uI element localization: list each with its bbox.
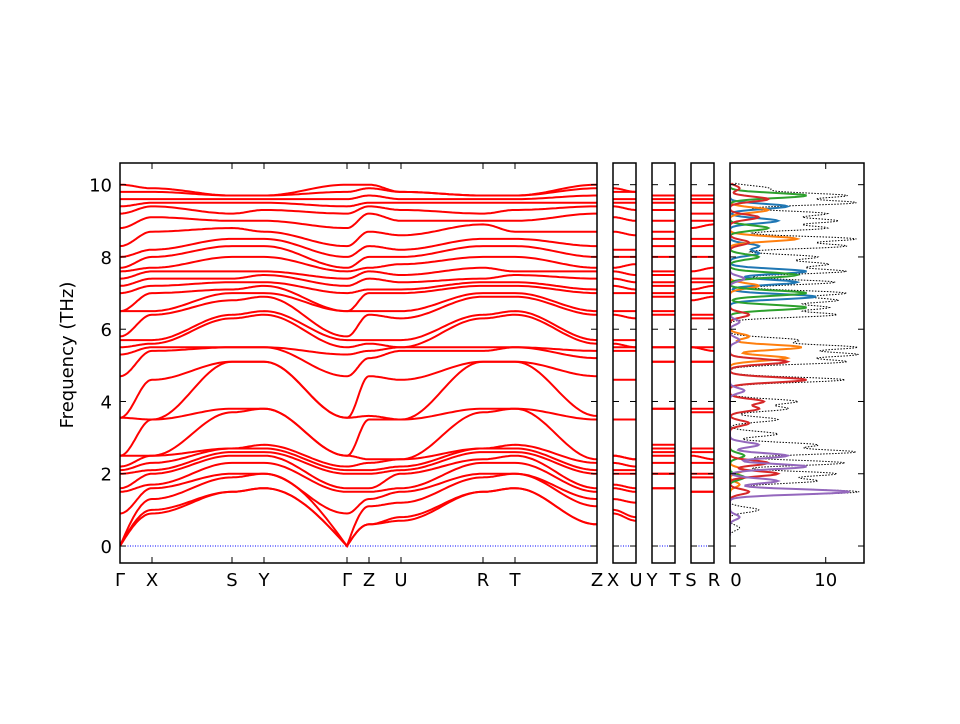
dos-frame: [729, 162, 865, 564]
phonon-band: [120, 266, 597, 280]
phonon-band: [691, 454, 714, 461]
dos-curve-total: [730, 182, 860, 536]
phonon-band: [613, 230, 636, 237]
panel-frame: [690, 162, 715, 564]
phonon-band: [120, 194, 597, 201]
y-tick-label: 0: [101, 537, 112, 558]
phonon-band: [120, 281, 597, 295]
high-symmetry-label: S: [685, 570, 696, 591]
phonon-band: [120, 407, 597, 457]
high-symmetry-label: U: [394, 570, 407, 591]
phonon-band: [613, 284, 636, 291]
high-symmetry-label: R: [708, 570, 721, 591]
phonon-band: [613, 313, 636, 320]
phonon-band: [120, 255, 597, 273]
phonon-band: [613, 263, 636, 269]
phonon-band: [120, 472, 597, 515]
phonon-band: [120, 487, 597, 548]
phonon-band: [120, 407, 597, 461]
high-symmetry-label: S: [226, 570, 237, 591]
phonon-band: [691, 266, 714, 273]
phonon-band: [613, 498, 636, 504]
phonon-band: [120, 212, 597, 229]
phonon-band: [120, 313, 597, 349]
phonon-band: [613, 277, 636, 284]
y-tick-label: 6: [101, 320, 112, 341]
dos-curve-p1: [730, 183, 817, 536]
phonon-band: [120, 447, 597, 472]
phonon-band: [120, 201, 597, 208]
y-tick-label: 8: [101, 248, 112, 269]
high-symmetry-label: Y: [258, 570, 271, 591]
y-tick-label: 2: [101, 465, 112, 486]
phonon-band: [120, 310, 597, 342]
phonon-band: [120, 237, 597, 258]
panel-frame: [119, 162, 598, 564]
phonon-band: [613, 342, 636, 349]
high-symmetry-label: U: [629, 570, 642, 591]
phonon-band: [120, 274, 597, 287]
phonon-band: [120, 183, 597, 197]
dos-curve-p5: [730, 183, 850, 536]
dos-x-tick-label: 10: [814, 570, 837, 591]
phonon-band: [613, 216, 636, 222]
phonon-band: [120, 451, 597, 475]
phonon-band: [613, 454, 636, 461]
phonon-band: [120, 443, 597, 468]
panel-frame: [651, 162, 676, 564]
panel-frame: [612, 162, 637, 564]
high-symmetry-label: X: [607, 570, 619, 591]
high-symmetry-label: Z: [591, 570, 603, 591]
phonon-band: [691, 284, 714, 291]
dos-curve-p4: [730, 182, 807, 536]
phonon-band: [120, 346, 597, 356]
phonon-band: [120, 360, 597, 419]
phonon-band: [691, 223, 714, 229]
phonon-band: [613, 187, 636, 193]
high-symmetry-label: R: [477, 570, 490, 591]
dos-panel: 0 10: [729, 162, 865, 591]
phonon-band: [691, 295, 714, 302]
high-symmetry-label: Z: [363, 570, 375, 591]
high-symmetry-label: T: [509, 570, 522, 591]
high-symmetry-label: X: [146, 570, 158, 591]
phonon-band: [613, 508, 636, 519]
phonon-band: [120, 472, 597, 549]
phonon-band: [120, 454, 597, 490]
phonon-band: [120, 245, 597, 269]
high-symmetry-label: Y: [646, 570, 659, 591]
phonon-band: [613, 483, 636, 490]
high-symmetry-label: Γ: [342, 570, 352, 591]
phonon-band: [613, 270, 636, 276]
phonon-band: [120, 205, 597, 215]
dos-x-tick-label: 0: [730, 570, 741, 591]
phonon-band: [613, 512, 636, 522]
phonon-band: [613, 205, 636, 211]
phonon-band: [120, 295, 597, 338]
high-symmetry-label: Γ: [115, 570, 125, 591]
y-tick-label: 10: [89, 176, 112, 197]
phonon-band: [120, 223, 597, 248]
y-tick-label: 4: [101, 392, 112, 413]
phonon-band: [120, 346, 597, 378]
phonon-band: [613, 461, 636, 468]
phonon-band: [613, 487, 636, 493]
high-symmetry-label: T: [669, 570, 682, 591]
phonon-band: [120, 284, 597, 313]
phonon-band: [120, 292, 597, 313]
y-axis-label: Frequency (THz): [57, 282, 78, 429]
phonon-band: [120, 461, 597, 493]
